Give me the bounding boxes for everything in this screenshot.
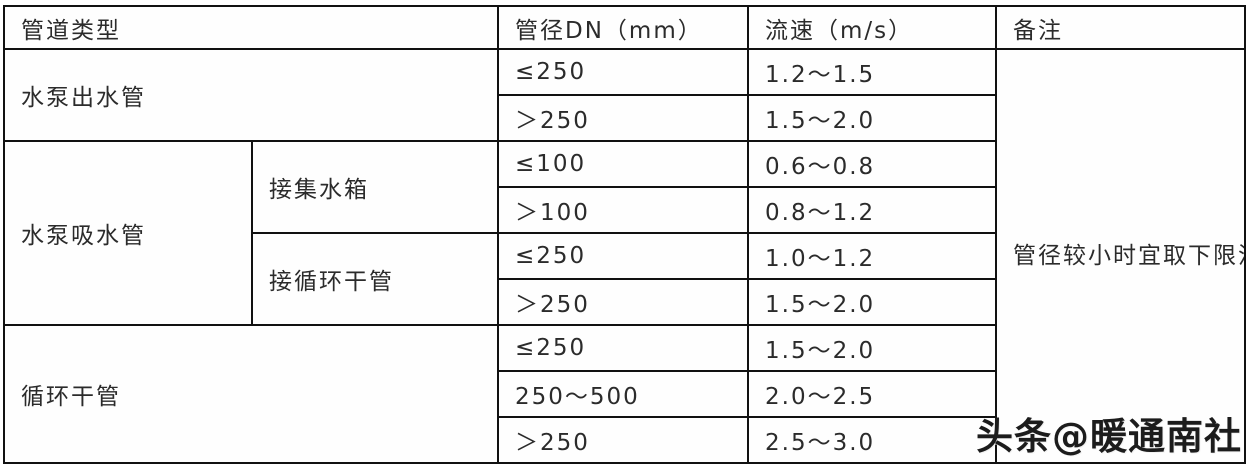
table-row: 250～500 2.0～2.5 xyxy=(4,370,1245,418)
table-row: 水泵吸水管 接集水箱 ≤100 0.6～0.8 xyxy=(3,140,1245,326)
cell-velocity: 1.5～2.0 xyxy=(747,324,997,372)
cell-velocity: 0.8～1.2 xyxy=(747,186,997,234)
cell-pipe-type-suction: 水泵吸水管 xyxy=(3,140,253,326)
cell-dn: ≤250 xyxy=(497,232,749,280)
table-row: ＞250 1.5～2.0 xyxy=(4,278,1245,326)
cell-dn: ≤250 xyxy=(497,324,749,372)
cell-velocity: 1.5～2.0 xyxy=(747,278,997,326)
cell-velocity: 2.0～2.5 xyxy=(747,370,997,418)
cell-velocity: 1.2～1.5 xyxy=(747,48,997,96)
header-remarks: 备注 xyxy=(995,5,1246,50)
header-diameter: 管径DN（mm） xyxy=(497,5,749,50)
table-row: ＞100 0.8～1.2 xyxy=(4,186,1245,234)
table-row: ＞250 1.5～2.0 xyxy=(4,94,1245,142)
table-header-row: 管道类型 管径DN（mm） 流速（m/s） 备注 xyxy=(3,5,1246,50)
table-row: 接循环干管 ≤250 1.0～1.2 xyxy=(4,232,1245,326)
cell-sub-main: 接循环干管 xyxy=(251,232,499,326)
table-row: ＞250 2.5～3.0 xyxy=(4,416,1245,464)
cell-velocity: 1.0～1.2 xyxy=(747,232,997,280)
cell-pipe-type-circulation: 循环干管 xyxy=(3,324,499,464)
cell-dn: ＞250 xyxy=(497,278,749,326)
cell-dn: 250～500 xyxy=(497,370,749,418)
cell-sub-tank: 接集水箱 xyxy=(251,140,499,234)
pipe-velocity-table: 管道类型 管径DN（mm） 流速（m/s） 备注 水泵出水管 ≤250 1.2～… xyxy=(3,5,1246,464)
header-velocity: 流速（m/s） xyxy=(747,5,997,50)
table-row: 循环干管 ≤250 1.5～2.0 xyxy=(3,324,1245,464)
header-pipe-type: 管道类型 xyxy=(3,5,499,50)
table-row: 水泵出水管 ≤250 1.2～1.5 管径较小时宜取下限流速，管径大时宜取上限流… xyxy=(3,48,1246,464)
cell-dn: ＞250 xyxy=(497,94,749,142)
cell-pipe-type-outlet: 水泵出水管 xyxy=(3,48,499,142)
cell-dn: ≤100 xyxy=(497,140,749,188)
cell-velocity: 0.6～0.8 xyxy=(747,140,997,188)
cell-dn: ≤250 xyxy=(497,48,749,96)
cell-remarks: 管径较小时宜取下限流速，管径大时宜取上限流速 xyxy=(995,48,1246,464)
cell-velocity: 2.5～3.0 xyxy=(747,416,997,464)
cell-velocity: 1.5～2.0 xyxy=(747,94,997,142)
cell-dn: ＞100 xyxy=(497,186,749,234)
cell-dn: ＞250 xyxy=(497,416,749,464)
